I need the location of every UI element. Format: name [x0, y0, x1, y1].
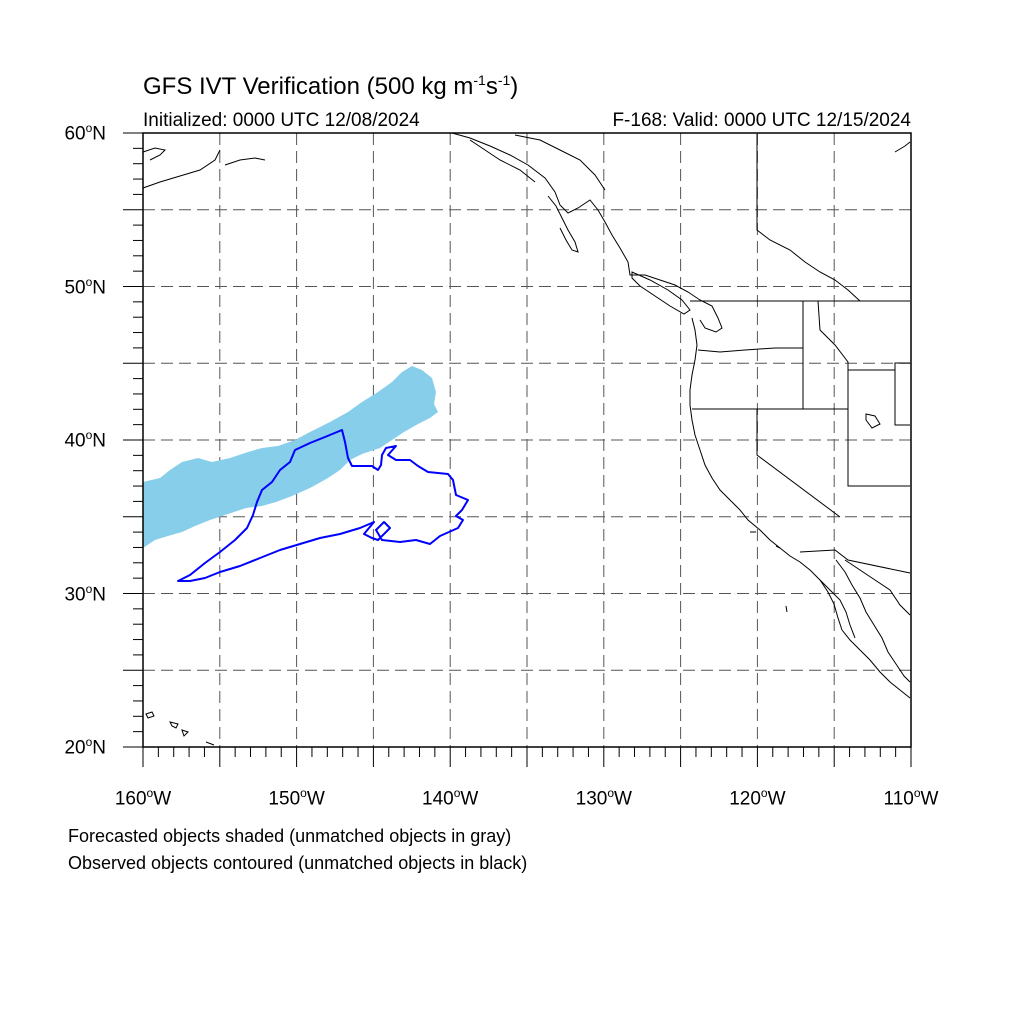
title-exponent-2: -1 — [497, 72, 511, 88]
longitude-label: 130oW — [575, 786, 632, 810]
coastlines — [142, 132, 911, 746]
latitude-label: 60oN — [64, 121, 106, 145]
longitude-label: 160oW — [114, 786, 172, 810]
longitude-label: 150oW — [268, 786, 325, 810]
valid-time: F-168: Valid: 0000 UTC 12/15/2024 — [612, 110, 911, 131]
latitude-label: 30oN — [64, 581, 106, 605]
map-frame — [142, 132, 912, 748]
longitude-label: 110oW — [883, 786, 939, 810]
forecast-object — [143, 366, 438, 548]
forecast-note: Forecasted objects shaded (unmatched obj… — [68, 826, 512, 846]
observed-note: Observed objects contoured (unmatched ob… — [68, 853, 528, 873]
longitude-label: 120oW — [729, 786, 786, 810]
title-unit-s: s — [485, 73, 498, 100]
title-text: GFS IVT Verification (500 kg m — [143, 73, 474, 100]
latitude-label: 20oN — [64, 735, 106, 759]
title-exponent-1: -1 — [473, 72, 486, 88]
title-close-paren: ) — [510, 73, 519, 100]
longitude-label: 140oW — [422, 786, 479, 810]
grid-lines — [143, 133, 911, 747]
latitude-label: 40oN — [64, 428, 106, 452]
initialized-time: Initialized: 0000 UTC 12/08/2024 — [143, 110, 420, 131]
figure-title: GFS IVT Verification (500 kg m-1s-1) — [143, 72, 518, 101]
axis-ticks — [123, 132, 912, 767]
observed-object — [177, 429, 469, 582]
latitude-label: 50oN — [64, 274, 106, 298]
